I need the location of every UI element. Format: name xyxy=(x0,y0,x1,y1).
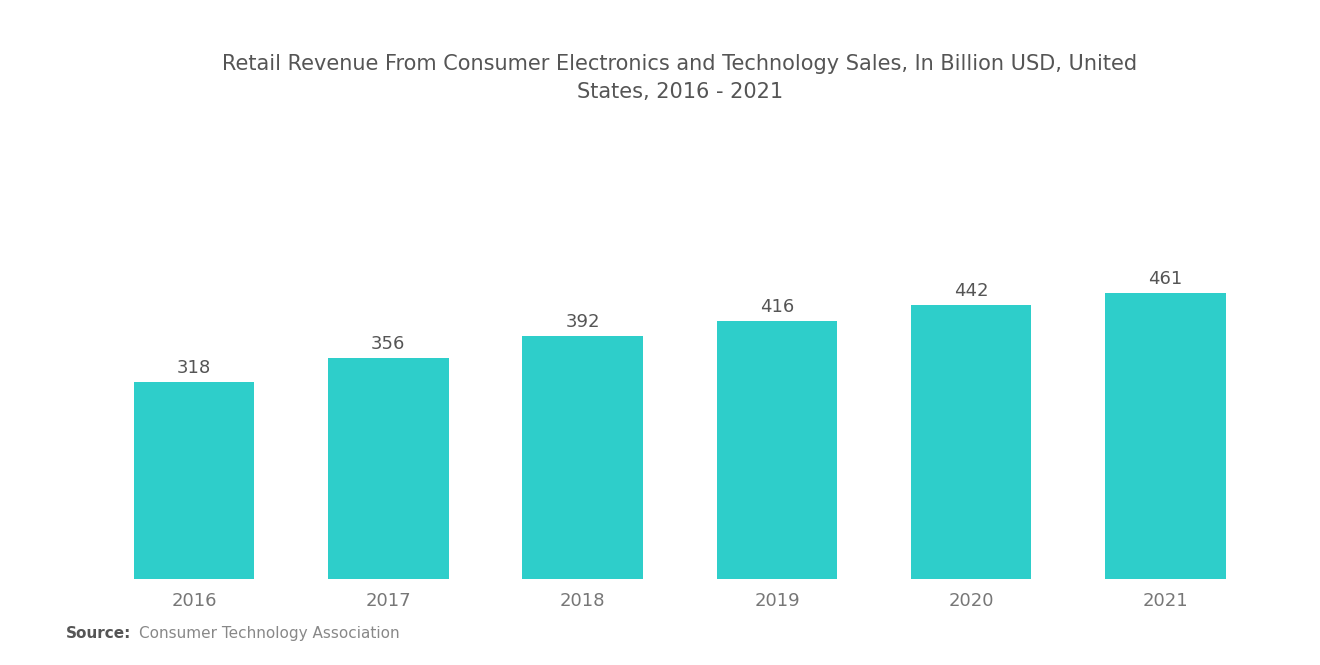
Text: Consumer Technology Association: Consumer Technology Association xyxy=(139,626,399,642)
Text: 461: 461 xyxy=(1148,271,1183,289)
Bar xyxy=(133,382,255,579)
Text: 392: 392 xyxy=(565,313,599,331)
Bar xyxy=(1105,293,1226,579)
Bar xyxy=(523,336,643,579)
Text: 442: 442 xyxy=(954,282,989,300)
Text: 318: 318 xyxy=(177,359,211,377)
Text: 416: 416 xyxy=(760,298,795,316)
Text: Source:: Source: xyxy=(66,626,132,642)
Text: 356: 356 xyxy=(371,335,405,353)
Title: Retail Revenue From Consumer Electronics and Technology Sales, In Billion USD, U: Retail Revenue From Consumer Electronics… xyxy=(222,55,1138,102)
Bar xyxy=(329,358,449,579)
Bar xyxy=(911,305,1031,579)
Bar xyxy=(717,321,837,579)
